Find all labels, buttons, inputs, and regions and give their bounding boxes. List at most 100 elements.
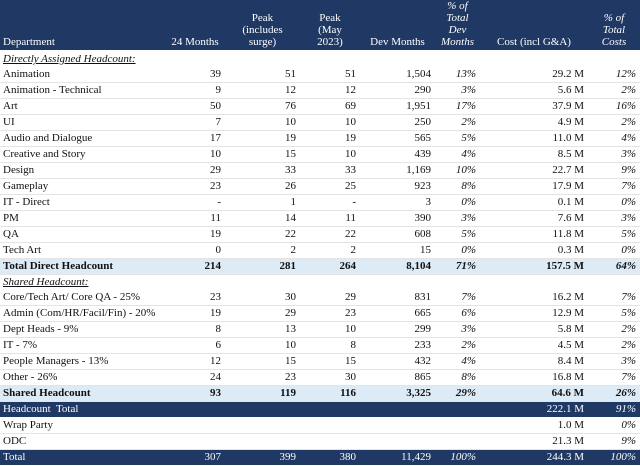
empty-cell bbox=[225, 417, 300, 434]
cell-value: 250 bbox=[360, 114, 435, 131]
empty-cell bbox=[225, 433, 300, 450]
row-label: People Managers - 13% bbox=[0, 353, 165, 370]
cell-value: 157.5 M bbox=[480, 258, 588, 275]
cell-value: 23 bbox=[225, 369, 300, 386]
cell-value: 9% bbox=[588, 162, 640, 179]
cell-value: 16.2 M bbox=[480, 290, 588, 306]
cell-value: 5% bbox=[588, 305, 640, 322]
empty-cell bbox=[360, 417, 435, 434]
column-header: Cost (incl G&A) bbox=[480, 0, 588, 50]
cell-value: 0.1 M bbox=[480, 194, 588, 211]
headcount-total-row: Headcount Total 222.1 M 91% bbox=[0, 401, 640, 418]
cell-value: 390 bbox=[360, 210, 435, 227]
cell-value: 8 bbox=[165, 321, 225, 338]
cell-value: 64.6 M bbox=[480, 385, 588, 402]
cell-value: 290 bbox=[360, 82, 435, 99]
cell-value: 4.5 M bbox=[480, 337, 588, 354]
cell-value: 399 bbox=[225, 449, 300, 466]
row-label: Design bbox=[0, 162, 165, 179]
cell-value: 33 bbox=[300, 162, 360, 179]
cell-value: 22 bbox=[300, 226, 360, 243]
cell-value: 15 bbox=[225, 353, 300, 370]
cell-value: 29 bbox=[300, 290, 360, 306]
cell-value: 100% bbox=[435, 449, 480, 466]
cell-value: 19 bbox=[165, 226, 225, 243]
cell-value: 8% bbox=[435, 178, 480, 195]
row-label: Wrap Party bbox=[0, 417, 165, 434]
cell-value: 11 bbox=[165, 210, 225, 227]
cell-value: 923 bbox=[360, 178, 435, 195]
cell-value: 17 bbox=[165, 130, 225, 147]
cell-value: 6 bbox=[165, 337, 225, 354]
cell-value: 50 bbox=[165, 98, 225, 115]
data-row: IT - 7% 6 10 8 233 2% 4.5 M 2% bbox=[0, 337, 640, 354]
data-row: Animation - Technical 9 12 12 290 3% 5.6 M 2% bbox=[0, 82, 640, 99]
data-row: Animation 39 51 51 1,504 13% 29.2 M 12% bbox=[0, 67, 640, 83]
empty-cell bbox=[165, 433, 225, 450]
cell-value: 26 bbox=[225, 178, 300, 195]
cell-value: 1 bbox=[225, 194, 300, 211]
cell-value: 29 bbox=[165, 162, 225, 179]
cell-value: 10 bbox=[165, 146, 225, 163]
cell-value: 0% bbox=[588, 194, 640, 211]
data-row: UI 7 10 10 250 2% 4.9 M 2% bbox=[0, 114, 640, 131]
cell-value: 71% bbox=[435, 258, 480, 275]
empty-cell bbox=[165, 401, 225, 418]
column-header: Department bbox=[0, 0, 165, 50]
cell-value: 9% bbox=[588, 433, 640, 450]
cell-value: 51 bbox=[225, 67, 300, 83]
empty-cell bbox=[360, 401, 435, 418]
column-header: Peak (May 2023) bbox=[300, 0, 360, 50]
row-label: Animation bbox=[0, 67, 165, 83]
cell-value: 7% bbox=[588, 290, 640, 306]
cell-value: 14 bbox=[225, 210, 300, 227]
cell-value: 10 bbox=[225, 337, 300, 354]
cell-value: 0% bbox=[435, 242, 480, 259]
cell-value: 5.6 M bbox=[480, 82, 588, 99]
cell-value: 8% bbox=[435, 369, 480, 386]
empty-cell bbox=[360, 433, 435, 450]
cell-value: 17.9 M bbox=[480, 178, 588, 195]
cell-value: 30 bbox=[225, 290, 300, 306]
row-label: Tech Art bbox=[0, 242, 165, 259]
cell-value: 24 bbox=[165, 369, 225, 386]
cell-value: 91% bbox=[588, 401, 640, 418]
cell-value: 30 bbox=[300, 369, 360, 386]
cell-value: 3% bbox=[435, 82, 480, 99]
cell-value: 5% bbox=[435, 130, 480, 147]
header-row: Department 24 Months Peak (includes surge)… bbox=[0, 0, 640, 50]
cell-value: 116 bbox=[300, 385, 360, 402]
table-body: Directly Assigned Headcount: Animation 39 5… bbox=[0, 50, 640, 466]
cell-value: 22 bbox=[225, 226, 300, 243]
data-row: IT - Direct -1-3 0% 0.1 M 0% bbox=[0, 194, 640, 211]
cell-value: 6% bbox=[435, 305, 480, 322]
cell-value: 0% bbox=[588, 417, 640, 434]
cell-value: 12% bbox=[588, 67, 640, 83]
subtotal-row: Total Direct Headcount 214 281 264 8,104 71% 1… bbox=[0, 258, 640, 275]
cell-value: 17% bbox=[435, 98, 480, 115]
cell-value: 3% bbox=[435, 210, 480, 227]
cell-value: 11 bbox=[300, 210, 360, 227]
cell-value: 4% bbox=[435, 353, 480, 370]
cell-value: 9 bbox=[165, 82, 225, 99]
cell-value: 3% bbox=[435, 321, 480, 338]
data-row: QA 19 22 22 608 5% 11.8 M 5% bbox=[0, 226, 640, 243]
cell-value: 23 bbox=[300, 305, 360, 322]
row-label: Other - 26% bbox=[0, 369, 165, 386]
cell-value: 865 bbox=[360, 369, 435, 386]
cell-value: 51 bbox=[300, 67, 360, 83]
row-label: Art bbox=[0, 98, 165, 115]
row-label: Headcount Total bbox=[0, 401, 165, 418]
cell-value: 19 bbox=[300, 130, 360, 147]
cell-value: 0 bbox=[165, 242, 225, 259]
cell-value: 3% bbox=[588, 353, 640, 370]
cell-value: 7 bbox=[165, 114, 225, 131]
data-row: Creative and Story 10 15 10 439 4% 8.5 M 3% bbox=[0, 146, 640, 163]
cell-value: 13 bbox=[225, 321, 300, 338]
column-header: % of Total Dev Months bbox=[435, 0, 480, 50]
cell-value: 29 bbox=[225, 305, 300, 322]
cell-value: 16.8 M bbox=[480, 369, 588, 386]
grand-total-row: Total 307 399 380 11,429 100% 244.3 M 100% bbox=[0, 449, 640, 466]
cell-value: 432 bbox=[360, 353, 435, 370]
cell-value: 2% bbox=[588, 114, 640, 131]
